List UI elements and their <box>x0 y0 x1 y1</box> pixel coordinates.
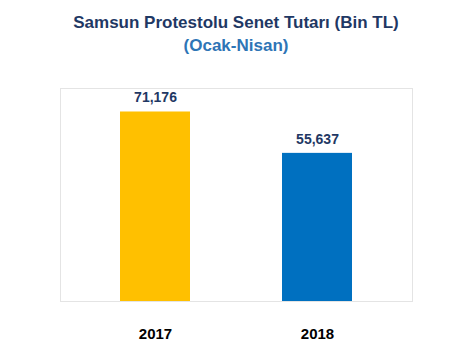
html-text:Samsun Protestolu Senet Tutarı: Samsun Protestolu Senet Tutarı (Bin TL) <box>73 13 399 32</box>
svg-text:55,637: 55,637 <box>296 131 339 147</box>
html-text:(Ocak-Nisan): (Ocak-Nisan) <box>183 36 289 55</box>
svg-text:2018: 2018 <box>301 325 334 342</box>
svg-text:71,176: 71,176 <box>134 89 177 105</box>
svg-text:2017: 2017 <box>139 325 172 342</box>
